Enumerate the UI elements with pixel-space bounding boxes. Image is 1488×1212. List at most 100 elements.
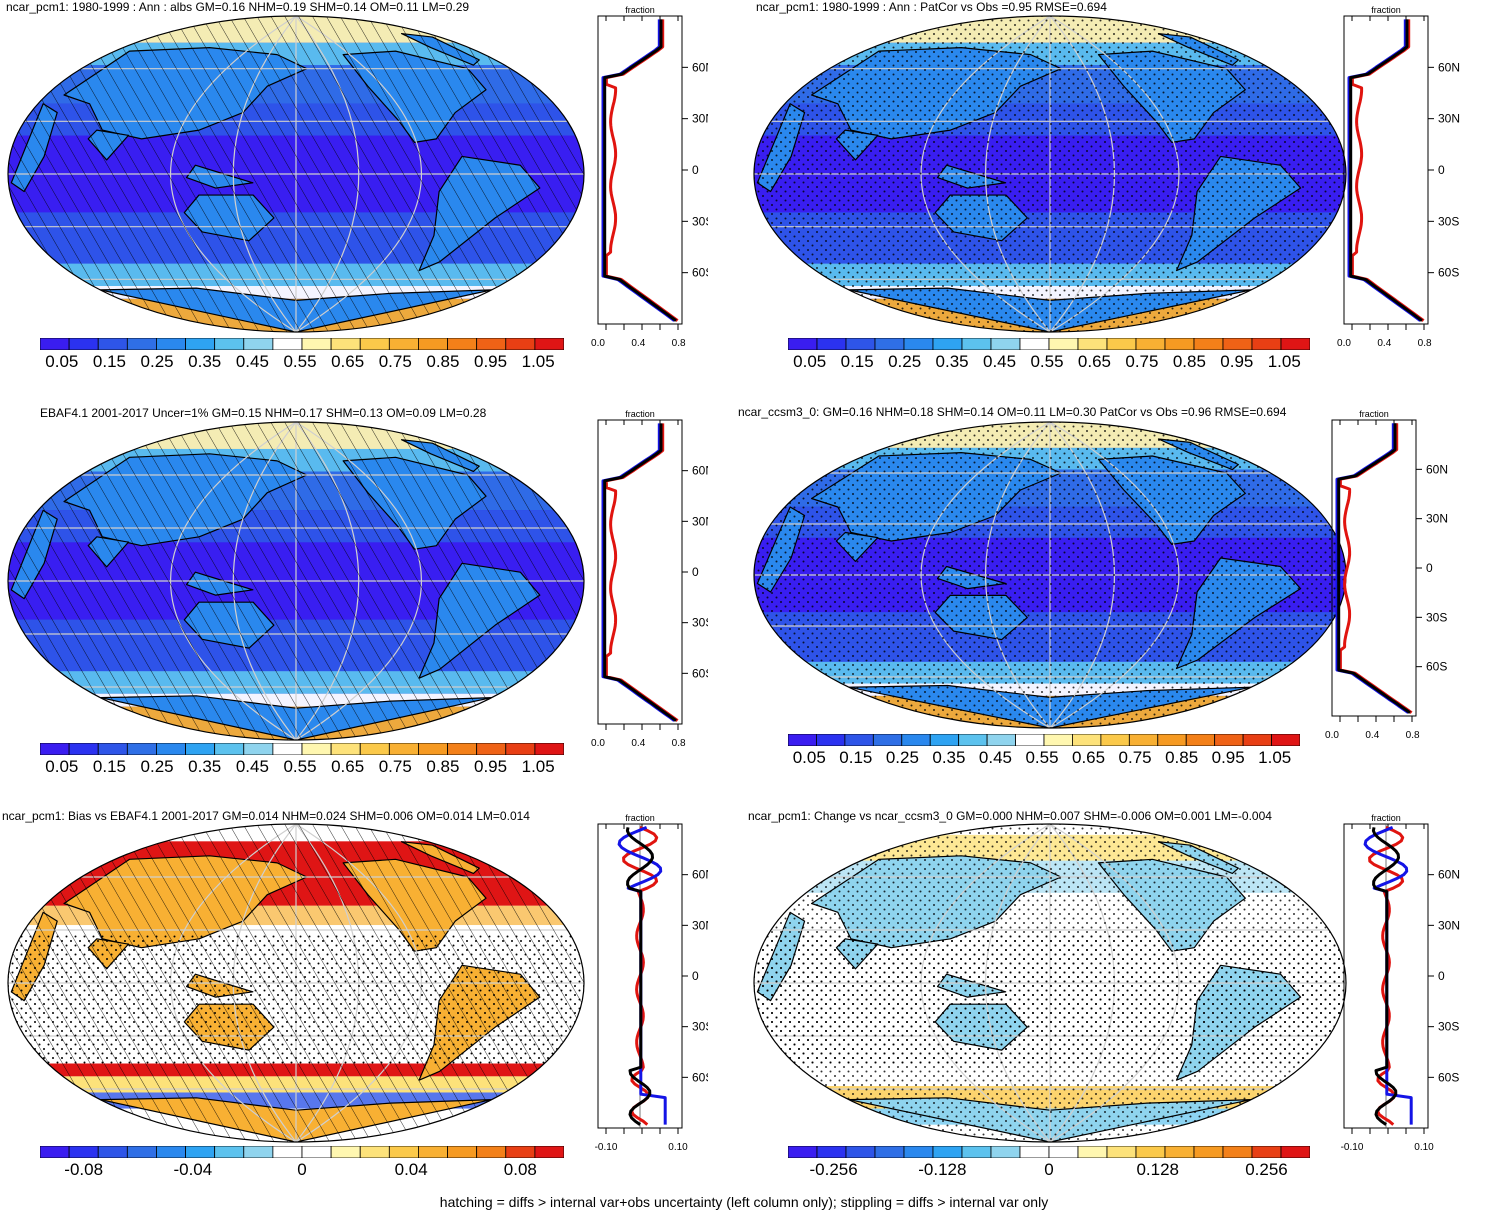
lat-label: 60S [1438, 266, 1459, 280]
lat-label: 30S [692, 616, 708, 630]
profile-axis-title: fraction [1371, 813, 1401, 823]
zonal-profile-1: fraction 60N 30N 0 30S 60S 0.0 0.4 0.8 [591, 5, 708, 349]
lat-label: 60S [692, 666, 708, 680]
colorbar-tick-label: 0.15 [92, 757, 126, 776]
colorbar-tick-label: 0 [1044, 1160, 1054, 1179]
lat-label: 30N [692, 514, 708, 528]
colorbar-tick-label: 0.85 [1165, 748, 1199, 767]
colorbar-tick-label: 0.256 [1245, 1160, 1288, 1179]
colorbar-tick-label: 0.65 [1077, 352, 1111, 371]
lat-label: 30N [692, 112, 708, 126]
colorbar-2 [788, 338, 1310, 350]
lat-label: 30S [692, 214, 708, 228]
map-panel-6 [753, 823, 1347, 1143]
lat-label: 60S [1438, 1070, 1459, 1084]
colorbar-tick-label: 0.95 [473, 757, 508, 776]
colorbar-tick-label: -0.128 [918, 1160, 967, 1179]
lat-label: 60N [692, 464, 708, 478]
colorbar-1 [40, 338, 564, 350]
profile-tick-label: 0.10 [1414, 1142, 1434, 1153]
lat-label: 60S [692, 1070, 708, 1084]
lat-label: 30S [1438, 214, 1459, 228]
profile-tick-label: 0.4 [1377, 338, 1391, 349]
colorbar-tick-label: 0.15 [840, 352, 874, 371]
colorbar-tick-label: 0.25 [140, 757, 174, 776]
colorbar-tick-label: 0.15 [92, 352, 126, 371]
colorbar-tick-label: 0.25 [888, 352, 922, 371]
map-panel-4 [753, 421, 1347, 729]
lat-label: 60N [692, 868, 708, 882]
colorbar-tick-label: 0.85 [426, 352, 460, 371]
colorbar-tick-label: 0.45 [982, 352, 1017, 371]
colorbar-3 [40, 743, 564, 755]
lat-label: 30N [1438, 918, 1460, 932]
profile-axis-title: fraction [625, 5, 655, 15]
profile-tick-label: 0.4 [631, 338, 645, 349]
colorbar-tick-label: 0.95 [1211, 748, 1245, 767]
map-panel-5 [7, 823, 585, 1143]
profile-tick-label: 0.8 [1406, 730, 1420, 741]
lat-label: 30S [1426, 610, 1447, 624]
lat-label: 60S [692, 266, 708, 280]
panel-title-3: EBAF4.1 2001-2017 Uncer=1% GM=0.15 NHM=0… [40, 406, 487, 420]
profile-tick-label: 0.8 [1418, 338, 1432, 349]
profile-axis-title: fraction [1359, 409, 1389, 419]
colorbar-tick-label: 0.45 [235, 757, 269, 776]
colorbar-tick-label: 0.55 [283, 757, 317, 776]
profile-tick-label: 0.8 [672, 338, 686, 349]
lat-label: 60N [692, 60, 708, 74]
colorbar-tick-label: 0.95 [1220, 352, 1254, 371]
colorbar-tick-label: 0.65 [1071, 748, 1106, 767]
colorbar-tick-label: -0.08 [64, 1160, 104, 1179]
profile-tick-label: 0.0 [1325, 730, 1339, 741]
lat-label: 60N [1438, 60, 1460, 74]
colorbar-tick-label: 0.05 [45, 757, 79, 776]
lat-label: 30N [1438, 112, 1460, 126]
colorbar-tick-label: 1.05 [521, 352, 555, 371]
lat-label: 30S [692, 1020, 708, 1034]
colorbar-tick-label: -0.04 [173, 1160, 213, 1179]
colorbar-tick-label: 0.04 [394, 1160, 428, 1179]
lat-label: 60N [1426, 462, 1448, 476]
colorbar-tick-label: 0.25 [885, 748, 919, 767]
map-panel-1 [7, 15, 585, 333]
profile-tick-label: 0.0 [591, 738, 605, 749]
colorbar-tick-label: 0.128 [1136, 1160, 1180, 1179]
lat-label: 0 [1426, 561, 1433, 575]
footer-note: hatching = diffs > internal var+obs unce… [439, 1194, 1049, 1210]
colorbar-tick-label: 0.35 [935, 352, 969, 371]
colorbar-tick-label: 0.85 [1172, 352, 1206, 371]
colorbar-tick-label: 0.75 [1118, 748, 1152, 767]
colorbar-tick-label: 1.05 [1267, 352, 1301, 371]
colorbar-tick-label: 0.75 [378, 352, 412, 371]
profile-axis-title: fraction [1371, 5, 1401, 15]
colorbar-tick-label: 0.35 [932, 748, 966, 767]
colorbar-5 [40, 1146, 564, 1158]
colorbar-tick-label: 0.55 [1025, 748, 1059, 767]
zonal-profile-6: fraction 60N 30N 0 30S 60S -0.10 0.10 [1341, 813, 1460, 1153]
colorbar-tick-label: 0.45 [235, 352, 269, 371]
lat-label: 60S [1426, 660, 1447, 674]
zonal-profile-3: fraction 60N 30N 0 30S 60S 0.0 0.4 0.8 [591, 409, 708, 749]
map-panel-3 [7, 421, 585, 741]
colorbar-tick-label: 0.65 [331, 352, 365, 371]
zonal-profile-4: fraction 60N 30N 0 30S 60S 0.0 0.4 0.8 [1325, 409, 1448, 741]
profile-tick-label: -0.10 [595, 1142, 618, 1153]
colorbar-tick-label: -0.256 [809, 1160, 858, 1179]
profile-tick-label: 0.10 [668, 1142, 688, 1153]
panel-title-4: ncar_ccsm3_0: GM=0.16 NHM=0.18 SHM=0.14 … [738, 405, 1287, 419]
colorbar-tick-label: 0.95 [473, 352, 508, 371]
panel-title-2: ncar_pcm1: 1980-1999 : Ann : PatCor vs O… [756, 0, 1107, 14]
colorbar-tick-label: 0.05 [792, 748, 826, 767]
lat-label: 0 [1438, 163, 1445, 177]
lat-label: 60N [1438, 868, 1460, 882]
colorbar-tick-label: 0.75 [1125, 352, 1159, 371]
colorbar-tick-label: 0.08 [503, 1160, 537, 1179]
colorbar-tick-label: 0.55 [283, 352, 317, 371]
colorbar-tick-label: 0.65 [331, 757, 365, 776]
colorbar-tick-label: 0.05 [45, 352, 79, 371]
panel-title-5: ncar_pcm1: Bias vs EBAF4.1 2001-2017 GM=… [2, 809, 530, 823]
lat-label: 30S [1438, 1020, 1459, 1034]
lat-label: 30N [692, 918, 708, 932]
colorbar-tick-label: 0.85 [426, 757, 460, 776]
